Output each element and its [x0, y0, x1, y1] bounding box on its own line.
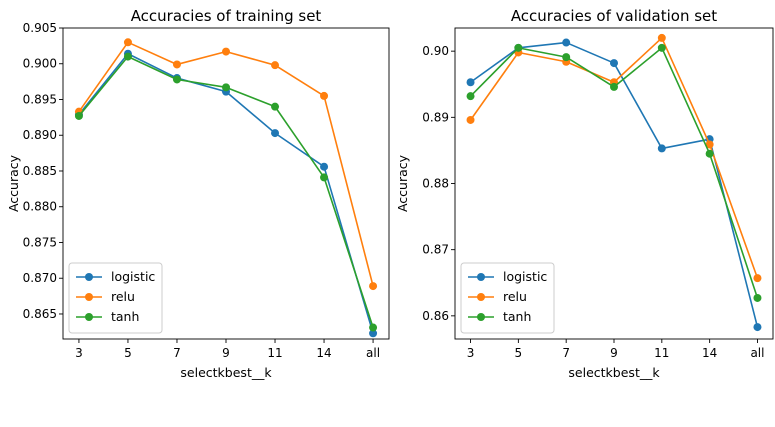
x-tick-label: 9	[222, 346, 230, 360]
data-point-logistic	[610, 59, 618, 68]
data-point-relu	[753, 274, 762, 283]
y-tick-label: 0.88	[422, 177, 449, 191]
x-tick-label: 7	[562, 346, 570, 360]
data-point-relu	[657, 33, 666, 42]
y-tick-label: 0.900	[23, 57, 57, 71]
x-tick-label: all	[366, 346, 380, 360]
y-tick-label: 0.875	[23, 235, 57, 249]
data-point-relu	[271, 61, 280, 70]
data-point-tanh	[222, 83, 230, 92]
legend-label-tanh: tanh	[503, 309, 531, 324]
x-tick-label: 5	[124, 346, 132, 360]
x-tick-label: 11	[654, 346, 669, 360]
y-tick-label: 0.885	[23, 164, 57, 178]
y-tick-label: 0.865	[23, 307, 57, 321]
data-point-relu	[222, 47, 230, 56]
y-tick-label: 0.880	[23, 200, 57, 214]
data-point-logistic	[320, 162, 329, 171]
y-tick-label: 0.86	[422, 309, 449, 323]
legend-marker-relu	[477, 293, 485, 301]
x-tick-label: 3	[75, 346, 83, 360]
legend-label-relu: relu	[503, 289, 527, 304]
y-tick-label: 0.89	[422, 110, 449, 124]
chart-panel-2: Accuracies of validation set 3 5 7 9 11 14 all 0…	[395, 7, 774, 380]
y-tick-label: 0.90	[422, 44, 449, 58]
x-axis-label: selectkbest__k	[568, 365, 660, 380]
data-point-logistic	[753, 323, 762, 332]
y-axis-label: Accuracy	[395, 154, 410, 212]
legend: logistic relu tanh	[68, 262, 163, 334]
data-point-tanh	[610, 82, 618, 91]
x-tick-label: 7	[173, 346, 181, 360]
data-point-logistic	[369, 329, 378, 338]
data-point-tanh	[466, 92, 475, 101]
data-point-relu	[705, 140, 714, 149]
y-tick-label: 0.895	[23, 92, 57, 106]
data-point-relu	[369, 282, 378, 291]
legend-label-relu: relu	[111, 289, 135, 304]
data-point-relu	[123, 38, 132, 47]
data-point-tanh	[753, 293, 762, 302]
legend-marker-tanh	[85, 313, 93, 321]
x-tick-label: all	[750, 346, 764, 360]
legend: logistic relu tanh	[460, 262, 555, 334]
y-tick-label: 0.870	[23, 271, 57, 285]
data-point-tanh	[705, 149, 714, 158]
data-point-logistic	[271, 129, 280, 138]
y-axis-label: Accuracy	[6, 154, 21, 212]
data-point-tanh	[369, 323, 378, 332]
y-tick-label: 0.890	[23, 128, 57, 142]
data-point-relu	[320, 91, 329, 100]
data-point-tanh	[562, 53, 571, 62]
data-point-logistic	[562, 38, 571, 47]
y-tick-label: 0.905	[23, 21, 57, 35]
data-point-tanh	[514, 43, 523, 52]
data-point-relu	[172, 60, 181, 69]
x-tick-label: 14	[316, 346, 331, 360]
chart-panel-1: Accuracies of training set 3 5 7 9 11 14 all 0.8…	[6, 7, 390, 380]
legend-label-logistic: logistic	[111, 269, 155, 284]
x-tick-label: 11	[267, 346, 282, 360]
x-tick-label: 3	[467, 346, 475, 360]
data-point-tanh	[123, 52, 132, 61]
legend-marker-logistic	[85, 273, 93, 281]
x-axis-label: selectkbest__k	[180, 365, 272, 380]
data-point-logistic	[657, 144, 666, 153]
chart-title: Accuracies of training set	[131, 7, 322, 25]
legend-marker-tanh	[477, 313, 485, 321]
data-point-tanh	[320, 173, 329, 182]
data-point-logistic	[466, 78, 475, 87]
data-point-tanh	[657, 43, 666, 52]
x-tick-label: 14	[702, 346, 717, 360]
data-point-relu	[466, 115, 475, 124]
y-tick-label: 0.87	[422, 243, 449, 257]
legend-label-tanh: tanh	[111, 309, 139, 324]
data-point-tanh	[172, 75, 181, 84]
legend-marker-relu	[85, 293, 93, 301]
legend-marker-logistic	[477, 273, 485, 281]
x-tick-label: 5	[515, 346, 523, 360]
x-tick-label: 9	[610, 346, 618, 360]
legend-label-logistic: logistic	[503, 269, 547, 284]
data-point-tanh	[271, 102, 280, 111]
chart-title: Accuracies of validation set	[511, 7, 717, 25]
data-point-tanh	[74, 111, 83, 120]
